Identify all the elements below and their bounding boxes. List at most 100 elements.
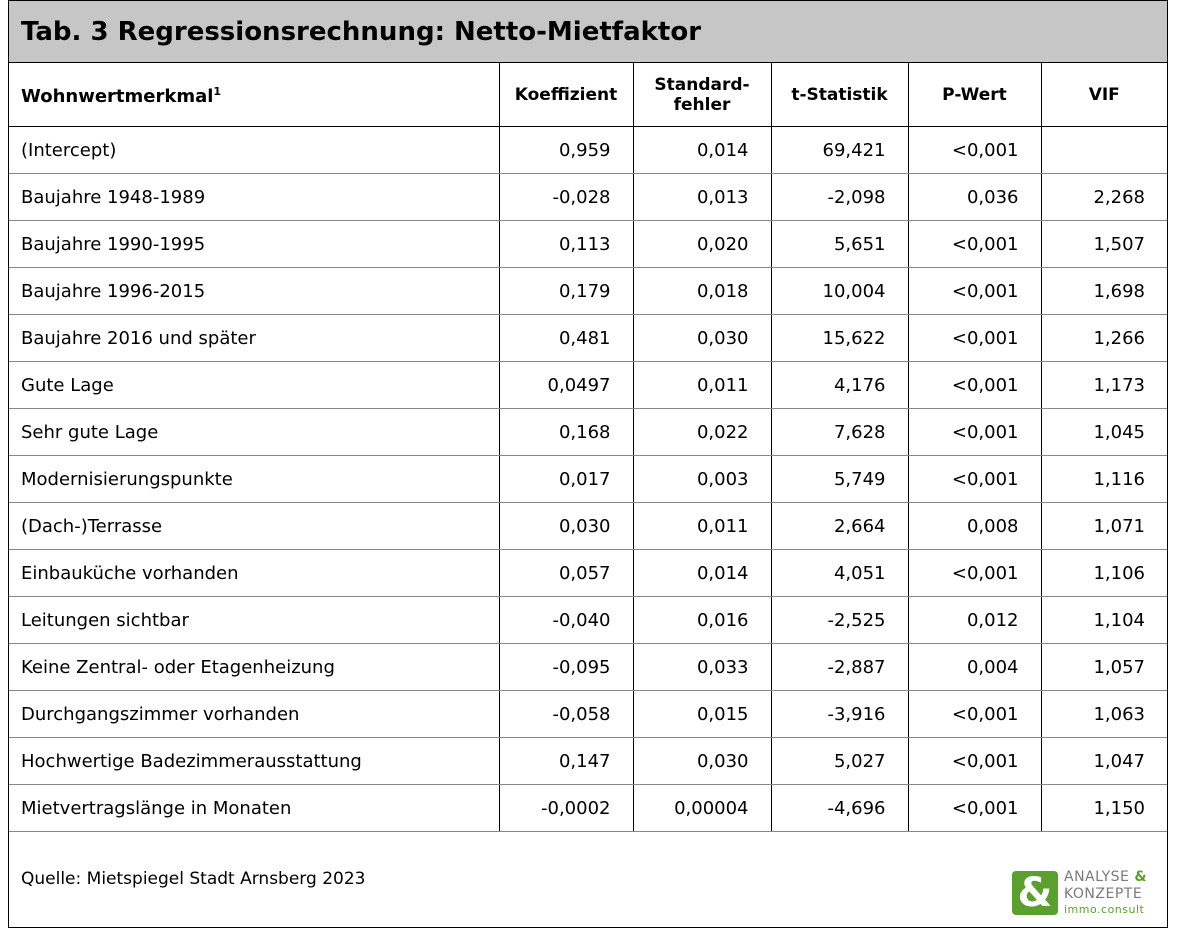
table-frame: Tab. 3 Regressionsrechnung: Netto-Mietfa… — [8, 0, 1168, 928]
table-row: Durchgangszimmer vorhanden -0,058 0,015 -3,… — [9, 690, 1167, 738]
header-text: P-Wert — [942, 84, 1007, 105]
cell: <0,001 — [908, 126, 1042, 174]
cell: 0,030 — [633, 737, 772, 785]
cell: 0,033 — [633, 643, 772, 691]
cell: -3,916 — [771, 690, 909, 738]
cell: <0,001 — [908, 361, 1042, 409]
cell: 0,004 — [908, 643, 1042, 691]
cell: 1,173 — [1041, 361, 1167, 409]
cell: 1,063 — [1041, 690, 1167, 738]
logo-line: ANALYSE & — [1064, 869, 1147, 885]
table-row: (Dach-)Terrasse 0,030 0,011 2,664 0,008 1,071 — [9, 502, 1167, 550]
cell: 1,116 — [1041, 455, 1167, 503]
cell: 0,057 — [499, 549, 634, 597]
table-row: Einbauküche vorhanden 0,057 0,014 4,051 <0,0… — [9, 549, 1167, 597]
header-text: Standard- — [654, 74, 750, 95]
cell: 0,147 — [499, 737, 634, 785]
column-header: VIF — [1041, 63, 1167, 127]
table-row: Leitungen sichtbar -0,040 0,016 -2,525 0,012… — [9, 596, 1167, 644]
logo-text: immo.consult — [1064, 903, 1145, 916]
cell: 0,015 — [633, 690, 772, 738]
cell: 0,016 — [633, 596, 772, 644]
cell: -2,887 — [771, 643, 909, 691]
cell: 0,030 — [499, 502, 634, 550]
row-label: Mietvertragslänge in Monaten — [9, 784, 500, 832]
cell: <0,001 — [908, 314, 1042, 362]
cell: <0,001 — [908, 455, 1042, 503]
column-header: Standard-fehler — [633, 63, 772, 127]
header-text: VIF — [1088, 84, 1120, 105]
cell: 5,027 — [771, 737, 909, 785]
cell: 0,013 — [633, 173, 772, 221]
row-label: Modernisierungspunkte — [9, 455, 500, 503]
cell: 0,008 — [908, 502, 1042, 550]
header-text: fehler — [673, 94, 731, 115]
cell: 0,030 — [633, 314, 772, 362]
table-row: Baujahre 2016 und später 0,481 0,030 15,622… — [9, 314, 1167, 362]
table-body: (Intercept) 0,959 0,014 69,421 <0,001 Baujahr… — [9, 126, 1167, 832]
cell: <0,001 — [908, 690, 1042, 738]
cell: <0,001 — [908, 737, 1042, 785]
table-row: Baujahre 1948-1989 -0,028 0,013 -2,098 0,036… — [9, 173, 1167, 221]
row-label: Einbauküche vorhanden — [9, 549, 500, 597]
cell: 4,176 — [771, 361, 909, 409]
cell: -0,040 — [499, 596, 634, 644]
table-title: Tab. 3 Regressionsrechnung: Netto-Mietfa… — [9, 1, 1167, 63]
table-row: Baujahre 1996-2015 0,179 0,018 10,004 <0,001… — [9, 267, 1167, 315]
table-row: Keine Zentral- oder Etagenheizung -0,095 0… — [9, 643, 1167, 691]
column-header: Koeffizient — [499, 63, 634, 127]
source-note: Quelle: Mietspiegel Stadt Arnsberg 2023 — [21, 869, 366, 889]
cell: 5,749 — [771, 455, 909, 503]
cell: 1,057 — [1041, 643, 1167, 691]
row-label: Baujahre 1990-1995 — [9, 220, 500, 268]
cell — [1041, 126, 1167, 174]
cell: <0,001 — [908, 784, 1042, 832]
header-text: t-Statistik — [791, 84, 888, 105]
row-label: (Intercept) — [9, 126, 500, 174]
header-row: Wohnwertmerkmal1 Koeffizient Standard-fehl… — [9, 63, 1167, 127]
row-label: Gute Lage — [9, 361, 500, 409]
cell: 0,014 — [633, 126, 772, 174]
cell: 7,628 — [771, 408, 909, 456]
logo-text: ANALYSE — [1064, 869, 1130, 885]
row-label: Keine Zentral- oder Etagenheizung — [9, 643, 500, 691]
row-label: Baujahre 1996-2015 — [9, 267, 500, 315]
cell: 1,047 — [1041, 737, 1167, 785]
cell: 0,011 — [633, 502, 772, 550]
cell: 69,421 — [771, 126, 909, 174]
cell: 10,004 — [771, 267, 909, 315]
cell: 1,106 — [1041, 549, 1167, 597]
cell: 1,104 — [1041, 596, 1167, 644]
cell: 0,018 — [633, 267, 772, 315]
cell: 1,507 — [1041, 220, 1167, 268]
column-header: P-Wert — [908, 63, 1042, 127]
table-row: Hochwertige Badezimmerausstattung 0,147 0,… — [9, 737, 1167, 785]
row-label: Hochwertige Badezimmerausstattung — [9, 737, 500, 785]
regression-table: Wohnwertmerkmal1 Koeffizient Standard-fehl… — [9, 63, 1167, 832]
table-row: Baujahre 1990-1995 0,113 0,020 5,651 <0,001 1… — [9, 220, 1167, 268]
cell: 5,651 — [771, 220, 909, 268]
table-row: Sehr gute Lage 0,168 0,022 7,628 <0,001 1,045 — [9, 408, 1167, 456]
cell: 0,022 — [633, 408, 772, 456]
cell: -0,028 — [499, 173, 634, 221]
logo-mark: & — [1012, 871, 1058, 915]
cell: 1,150 — [1041, 784, 1167, 832]
row-label: Baujahre 1948-1989 — [9, 173, 500, 221]
table-row: Modernisierungspunkte 0,017 0,003 5,749 <0,0… — [9, 455, 1167, 503]
logo-amp: & — [1134, 869, 1148, 885]
header-text: Wohnwertmerkmal — [21, 86, 214, 107]
row-label: Sehr gute Lage — [9, 408, 500, 456]
cell: 15,622 — [771, 314, 909, 362]
cell: 0,036 — [908, 173, 1042, 221]
column-header: t-Statistik — [771, 63, 909, 127]
cell: 0,003 — [633, 455, 772, 503]
cell: 0,014 — [633, 549, 772, 597]
cell: 0,168 — [499, 408, 634, 456]
cell: 0,113 — [499, 220, 634, 268]
cell: 0,00004 — [633, 784, 772, 832]
cell: <0,001 — [908, 408, 1042, 456]
cell: 0,0497 — [499, 361, 634, 409]
cell: 1,071 — [1041, 502, 1167, 550]
cell: <0,001 — [908, 220, 1042, 268]
row-label: Durchgangszimmer vorhanden — [9, 690, 500, 738]
